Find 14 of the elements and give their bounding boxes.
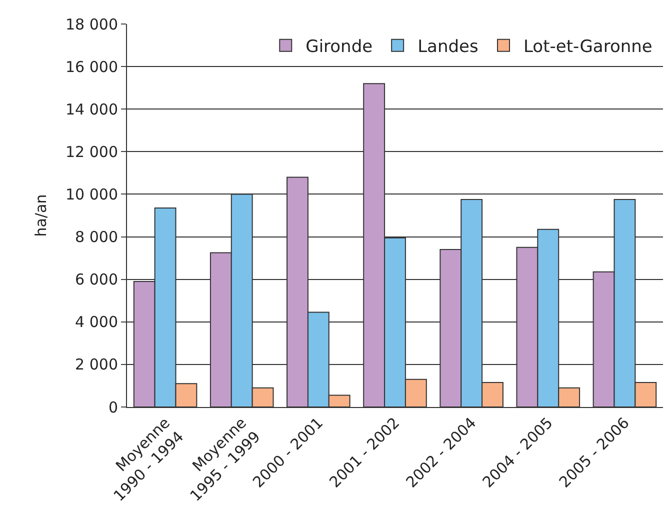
y-tick-label: 12 000 xyxy=(66,142,118,161)
y-tick-label: 16 000 xyxy=(66,58,118,76)
y-tick-label: 2 000 xyxy=(75,356,118,374)
y-tick-label: 18 000 xyxy=(66,15,118,34)
y-tick-label: 14 000 xyxy=(66,100,118,118)
legend-label: Gironde xyxy=(306,37,373,58)
y-tick-label: 6 000 xyxy=(75,270,118,289)
y-tick-label: 10 000 xyxy=(66,185,118,204)
y-tick-label: 4 000 xyxy=(75,313,118,332)
y-tick-label: 0 xyxy=(108,398,118,416)
y-axis-title: ha/an xyxy=(32,194,50,237)
legend-label: Landes xyxy=(418,37,478,58)
legend-label: Lot-et-Garonne xyxy=(523,37,652,58)
y-tick-label: 8 000 xyxy=(75,228,118,246)
